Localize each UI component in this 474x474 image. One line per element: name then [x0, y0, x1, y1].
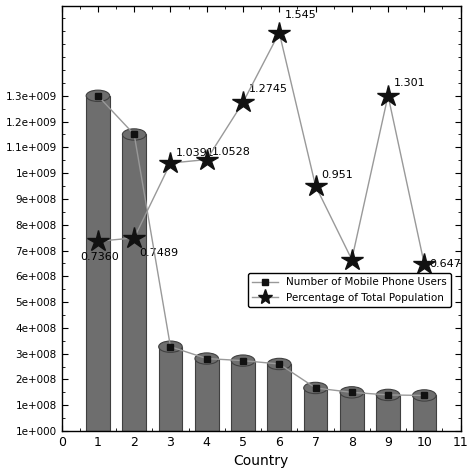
Number of Mobile Phone Users: [349, 390, 355, 395]
Text: 0.7489: 0.7489: [140, 248, 179, 258]
Bar: [340, 392, 364, 431]
Text: 1.545: 1.545: [285, 9, 317, 19]
Ellipse shape: [231, 355, 255, 366]
Percentage of Total Population: [349, 257, 355, 263]
Bar: [376, 395, 400, 431]
Line: Percentage of Total Population: Percentage of Total Population: [87, 21, 436, 275]
Number of Mobile Phone Users: [276, 361, 282, 367]
Text: 0.951: 0.951: [321, 171, 353, 181]
Percentage of Total Population: [421, 261, 427, 267]
Bar: [267, 364, 291, 431]
Ellipse shape: [304, 383, 328, 393]
Line: Number of Mobile Phone Users: Number of Mobile Phone Users: [95, 93, 427, 398]
Number of Mobile Phone Users: [204, 356, 210, 361]
Ellipse shape: [122, 129, 146, 140]
Number of Mobile Phone Users: [385, 392, 391, 398]
Bar: [412, 395, 436, 431]
Bar: [122, 135, 146, 431]
Bar: [304, 388, 328, 431]
Percentage of Total Population: [276, 30, 282, 36]
Ellipse shape: [340, 387, 364, 398]
Ellipse shape: [195, 353, 219, 364]
Percentage of Total Population: [131, 235, 137, 241]
Bar: [86, 96, 109, 431]
Legend: Number of Mobile Phone Users, Percentage of Total Population: Number of Mobile Phone Users, Percentage…: [248, 273, 451, 307]
Number of Mobile Phone Users: [240, 358, 246, 364]
Bar: [159, 346, 182, 431]
Text: 1.301: 1.301: [393, 78, 425, 88]
Ellipse shape: [159, 341, 182, 352]
Number of Mobile Phone Users: [131, 132, 137, 137]
Number of Mobile Phone Users: [421, 392, 427, 398]
Percentage of Total Population: [168, 160, 173, 166]
Ellipse shape: [412, 390, 436, 401]
Number of Mobile Phone Users: [95, 93, 101, 99]
Percentage of Total Population: [95, 238, 101, 244]
X-axis label: Country: Country: [234, 455, 289, 468]
Bar: [231, 361, 255, 431]
Number of Mobile Phone Users: [168, 344, 173, 349]
Text: 0.7360: 0.7360: [80, 252, 118, 262]
Text: 0.647: 0.647: [430, 259, 462, 269]
Text: 0.665: 0.665: [357, 278, 389, 288]
Percentage of Total Population: [240, 100, 246, 105]
Text: 1.0391: 1.0391: [176, 148, 215, 158]
Ellipse shape: [376, 389, 400, 401]
Bar: [195, 358, 219, 431]
Percentage of Total Population: [204, 157, 210, 163]
Percentage of Total Population: [385, 93, 391, 99]
Number of Mobile Phone Users: [313, 385, 319, 391]
Text: 1.0528: 1.0528: [212, 147, 251, 157]
Ellipse shape: [86, 90, 109, 101]
Ellipse shape: [267, 358, 291, 370]
Percentage of Total Population: [313, 183, 319, 189]
Text: 1.2745: 1.2745: [248, 84, 287, 94]
